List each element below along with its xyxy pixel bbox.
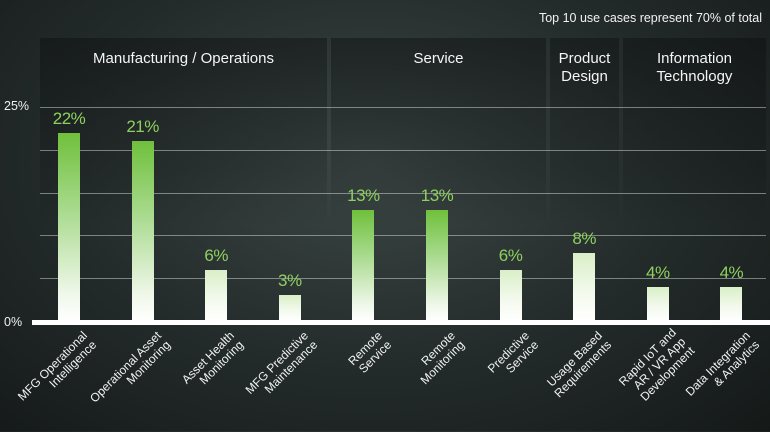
group-panel-product-design bbox=[550, 38, 619, 226]
group-panel-service bbox=[331, 38, 546, 226]
bar-value-label-2: 21% bbox=[126, 117, 159, 137]
group-label-information-technology: Information Technology bbox=[656, 50, 733, 85]
bar-value-label-1: 22% bbox=[52, 108, 86, 128]
gridline bbox=[40, 235, 766, 236]
bar-value-label-5: 13% bbox=[347, 185, 380, 205]
bar-value-label-8: 8% bbox=[572, 228, 596, 248]
group-label-service: Service bbox=[413, 50, 464, 67]
bar-value-label-6: 13% bbox=[420, 185, 454, 205]
bar-4 bbox=[278, 295, 301, 321]
gridline bbox=[40, 150, 766, 151]
group-label-manufacturing: Manufacturing / Operations bbox=[93, 50, 274, 67]
bar-6 bbox=[426, 209, 448, 321]
bar-value-label-3: 6% bbox=[204, 245, 228, 265]
bar-3 bbox=[205, 269, 228, 321]
gridline bbox=[40, 107, 766, 108]
bar-value-label-4: 3% bbox=[278, 271, 302, 291]
bar-5 bbox=[352, 209, 375, 321]
group-panel-information-technology bbox=[623, 38, 766, 226]
group-panel-manufacturing bbox=[40, 38, 327, 226]
bar-value-label-10: 4% bbox=[719, 262, 744, 282]
group-label-product-design: Product Design bbox=[558, 50, 611, 85]
bar-1 bbox=[58, 132, 80, 321]
gridline bbox=[40, 193, 766, 194]
bar-value-label-7: 6% bbox=[498, 245, 523, 265]
bar-8 bbox=[573, 252, 596, 321]
y-tick-label-top: 25% bbox=[4, 99, 30, 113]
bar-7 bbox=[499, 269, 522, 321]
gridline bbox=[40, 278, 766, 279]
bar-value-label-9: 4% bbox=[646, 262, 670, 282]
x-axis-baseline bbox=[32, 320, 770, 325]
bar-2 bbox=[131, 141, 154, 321]
y-tick-label-zero: 0% bbox=[4, 315, 23, 329]
chart-note: Top 10 use cases represent 70% of total bbox=[538, 11, 762, 25]
x-tick-label-line: MFG Operational bbox=[15, 328, 91, 404]
bar-9 bbox=[646, 286, 669, 321]
bar-10 bbox=[720, 286, 743, 321]
